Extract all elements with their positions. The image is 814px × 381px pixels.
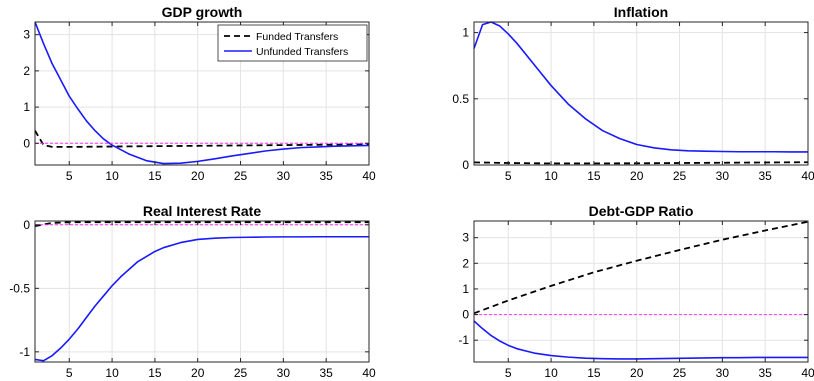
x-tick-label: 5 bbox=[505, 169, 512, 183]
plot-area bbox=[474, 22, 808, 165]
x-tick-label: 30 bbox=[716, 366, 730, 380]
axes-box bbox=[473, 21, 809, 166]
x-tick-label: 30 bbox=[716, 169, 730, 183]
x-tick-label: 5 bbox=[505, 366, 512, 380]
legend-box bbox=[217, 24, 368, 62]
panel-2: 5 10 15 20 25 30 35 40 -1 -0.5 0 Real Interest Rate bbox=[9, 203, 376, 380]
x-tick-label: 10 bbox=[105, 366, 119, 380]
series-line-0 bbox=[473, 220, 809, 315]
x-tick-label: 15 bbox=[587, 169, 601, 183]
x-tick-label: 10 bbox=[105, 169, 119, 183]
y-tick-label: 2 bbox=[462, 256, 469, 270]
x-tick-label: 40 bbox=[362, 366, 376, 380]
x-tick-label: 40 bbox=[801, 169, 814, 183]
x-tick-label: 25 bbox=[673, 366, 687, 380]
x-tick-label: 20 bbox=[630, 169, 644, 183]
panel-title: Debt-GDP Ratio bbox=[589, 203, 694, 219]
axes-box bbox=[473, 220, 809, 363]
series-line-1 bbox=[473, 21, 808, 153]
y-tick-label: 0.5 bbox=[452, 92, 469, 106]
x-tick-label: 35 bbox=[758, 366, 772, 380]
x-tick-label: 40 bbox=[801, 366, 814, 380]
x-tick-label: 10 bbox=[544, 366, 558, 380]
x-tick-label: 15 bbox=[148, 169, 162, 183]
series-line-0 bbox=[34, 130, 370, 148]
x-tick-label: 30 bbox=[277, 366, 291, 380]
panel-3: 5 10 15 20 25 30 35 40 -1 0 1 2 3 Debt-GDP Ratio bbox=[458, 203, 814, 380]
x-tick-label: 25 bbox=[234, 366, 248, 380]
y-tick-label: 0 bbox=[23, 136, 30, 150]
plot-area bbox=[474, 221, 808, 362]
y-tick-label: 0 bbox=[462, 308, 469, 322]
y-tick-label: 2 bbox=[23, 64, 30, 78]
panel-title: Inflation bbox=[614, 4, 668, 20]
series-line-1 bbox=[34, 21, 370, 165]
panel-title: GDP growth bbox=[162, 4, 243, 20]
legend-label: Funded Transfers bbox=[256, 31, 338, 43]
y-tick-label: 1 bbox=[462, 26, 469, 40]
x-tick-label: 15 bbox=[587, 366, 601, 380]
y-tick-label: 3 bbox=[462, 231, 469, 245]
legend: Funded Transfers Unfunded Transfers bbox=[217, 24, 368, 62]
y-tick-label: 1 bbox=[462, 282, 469, 296]
y-tick-label: 0 bbox=[23, 218, 30, 232]
x-tick-label: 25 bbox=[673, 169, 687, 183]
plot-area bbox=[35, 221, 369, 362]
x-tick-label: 25 bbox=[234, 169, 248, 183]
y-tick-label: -1 bbox=[458, 333, 469, 347]
x-tick-label: 15 bbox=[148, 366, 162, 380]
x-tick-label: 10 bbox=[544, 169, 558, 183]
x-tick-label: 5 bbox=[66, 366, 73, 380]
x-tick-label: 35 bbox=[319, 169, 333, 183]
x-tick-label: 20 bbox=[191, 169, 205, 183]
x-tick-label: 20 bbox=[630, 366, 644, 380]
y-tick-label: -0.5 bbox=[9, 281, 30, 295]
axes-box bbox=[34, 21, 370, 166]
axes-box bbox=[34, 220, 370, 363]
y-tick-label: 0 bbox=[462, 158, 469, 172]
panel-0: 5 10 15 20 25 30 35 40 0 1 2 3 GDP growth Funded Tran… bbox=[23, 4, 376, 183]
series-line-1 bbox=[473, 320, 808, 360]
panel-title: Real Interest Rate bbox=[143, 203, 261, 219]
legend-label: Unfunded Transfers bbox=[256, 46, 348, 58]
x-tick-label: 5 bbox=[66, 169, 73, 183]
x-tick-label: 30 bbox=[277, 169, 291, 183]
series-line-0 bbox=[34, 221, 369, 227]
series-line-1 bbox=[34, 235, 369, 362]
x-tick-label: 20 bbox=[191, 366, 205, 380]
panel-1: 5 10 15 20 25 30 35 40 0 0.5 1 Inflation bbox=[452, 4, 814, 183]
x-tick-label: 35 bbox=[758, 169, 772, 183]
x-tick-label: 35 bbox=[319, 366, 333, 380]
x-tick-label: 40 bbox=[362, 169, 376, 183]
y-tick-label: -1 bbox=[19, 345, 30, 359]
y-tick-label: 1 bbox=[23, 100, 30, 114]
y-tick-label: 3 bbox=[23, 28, 30, 42]
